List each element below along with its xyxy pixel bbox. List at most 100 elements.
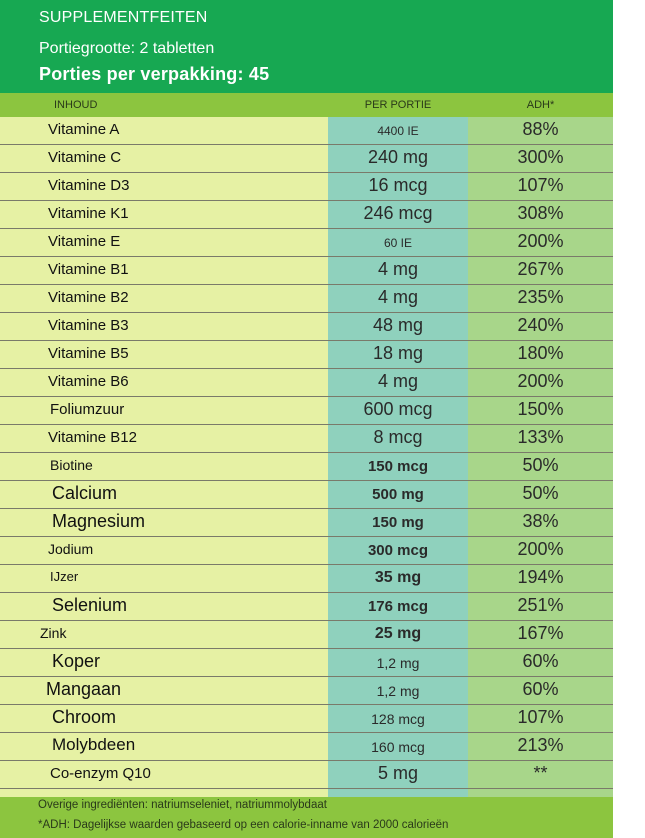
daily-value-percent: 200% (517, 539, 564, 559)
nutrient-name: Vitamine C (48, 149, 122, 166)
daily-value-percent: 38% (522, 511, 559, 531)
amount-per-serving: 176 mcg (367, 598, 429, 615)
label-footer: Overige ingrediënten: natriumseleniet, n… (0, 797, 613, 838)
supplement-facts-label: SUPPLEMENTFEITEN Portiegrootte: 2 tablet… (0, 0, 613, 838)
daily-value-percent: 267% (517, 259, 564, 279)
amount-per-serving: 246 mcg (363, 203, 433, 223)
table-row: Molybdeen 160 mcg 213% (0, 733, 613, 761)
row-divider (0, 368, 613, 369)
nutrient-name: Vitamine B12 (48, 429, 137, 446)
dv-column-band (468, 117, 613, 797)
daily-value-percent: 60% (522, 679, 559, 699)
amount-per-serving: 300 mcg (367, 542, 429, 559)
nutrient-name: Chroom (52, 707, 117, 727)
daily-value-percent: 235% (517, 287, 564, 307)
daily-value-percent: 107% (517, 707, 564, 727)
table-row: Vitamine B3 48 mg 240% (0, 313, 613, 341)
table-row: Biotine 150 mcg 50% (0, 453, 613, 481)
servings-per-container: Porties per verpakking: 45 (39, 64, 270, 84)
daily-value-percent: 133% (517, 427, 564, 447)
nutrient-name: Vitamine B2 (48, 289, 129, 306)
row-divider (0, 424, 613, 425)
label-header: SUPPLEMENTFEITEN Portiegrootte: 2 tablet… (0, 0, 613, 93)
daily-value-percent: 150% (517, 399, 564, 419)
nutrient-name: Jodium (48, 541, 94, 557)
table-row: Co-enzym Q10 5 mg ** (0, 761, 613, 789)
nutrient-name: Vitamine K1 (48, 205, 129, 222)
row-divider (0, 172, 613, 173)
amount-per-serving: 128 mcg (371, 711, 425, 727)
table-row: Zink 25 mg 167% (0, 621, 613, 649)
daily-value-percent: 213% (517, 735, 564, 755)
label-title: SUPPLEMENTFEITEN (39, 9, 208, 26)
table-row: Koper 1,2 mg 60% (0, 649, 613, 677)
amount-per-serving: 48 mg (372, 315, 424, 335)
dv-footnote: *ADH: Dagelijkse waarden gebaseerd op ee… (38, 819, 449, 831)
row-divider (0, 508, 613, 509)
row-divider (0, 732, 613, 733)
amount-per-serving: 18 mg (372, 343, 424, 363)
row-divider (0, 704, 613, 705)
row-divider (0, 620, 613, 621)
nutrient-table: Vitamine A 4400 IE 88% Vitamine C 240 mg 300%… (0, 117, 613, 789)
nutrient-name: Foliumzuur (50, 401, 125, 418)
amount-per-serving: 16 mcg (368, 175, 428, 195)
amount-per-serving: 8 mcg (373, 427, 423, 447)
row-divider (0, 284, 613, 285)
daily-value-percent: 88% (522, 119, 559, 139)
table-row: Vitamine B1 4 mg 267% (0, 257, 613, 285)
column-header-per-serving: PER PORTIE (364, 99, 432, 111)
row-divider (0, 256, 613, 257)
table-row: Vitamine E 60 IE 200% (0, 229, 613, 257)
amount-per-serving: 4 mg (377, 287, 419, 307)
amount-per-serving: 60 IE (383, 236, 413, 250)
daily-value-percent: 167% (517, 623, 564, 643)
amount-per-serving: 4 mg (377, 259, 419, 279)
table-row: Vitamine B12 8 mcg 133% (0, 425, 613, 453)
row-divider (0, 676, 613, 677)
nutrient-name: Mangaan (46, 679, 122, 699)
table-row: Foliumzuur 600 mcg 150% (0, 397, 613, 425)
daily-value-percent: ** (533, 763, 548, 783)
table-row: Vitamine C 240 mg 300% (0, 145, 613, 173)
daily-value-percent: 200% (517, 371, 564, 391)
nutrient-name: Selenium (52, 595, 128, 615)
row-divider (0, 592, 613, 593)
row-divider (0, 536, 613, 537)
other-ingredients: Overige ingrediënten: natriumseleniet, n… (38, 799, 327, 811)
row-divider (0, 564, 613, 565)
nutrient-name: Vitamine B1 (48, 261, 129, 278)
nutrient-name: Vitamine A (48, 121, 120, 138)
column-header-content: INHOUD (54, 99, 98, 111)
daily-value-percent: 194% (517, 567, 564, 587)
table-row: Vitamine B2 4 mg 235% (0, 285, 613, 313)
row-divider (0, 452, 613, 453)
table-row: Magnesium 150 mg 38% (0, 509, 613, 537)
amount-per-serving: 240 mg (367, 147, 429, 167)
table-row: Vitamine A 4400 IE 88% (0, 117, 613, 145)
table-row: Vitamine B6 4 mg 200% (0, 369, 613, 397)
row-divider (0, 760, 613, 761)
row-divider (0, 144, 613, 145)
daily-value-percent: 50% (522, 483, 559, 503)
per-serving-column-band (328, 117, 468, 797)
nutrient-name: Biotine (50, 457, 93, 473)
nutrient-name: Calcium (52, 483, 118, 503)
nutrient-name: IJzer (50, 569, 79, 584)
nutrient-name: Vitamine B3 (48, 317, 129, 334)
nutrient-name: Vitamine D3 (48, 177, 130, 194)
row-divider (0, 396, 613, 397)
table-row: Calcium 500 mg 50% (0, 481, 613, 509)
table-row: Mangaan 1,2 mg 60% (0, 677, 613, 705)
row-divider (0, 648, 613, 649)
nutrient-name: Zink (40, 625, 67, 641)
daily-value-percent: 200% (517, 231, 564, 251)
amount-per-serving: 150 mg (372, 514, 424, 531)
nutrient-name: Molybdeen (52, 735, 136, 754)
row-divider (0, 312, 613, 313)
daily-value-percent: 50% (522, 455, 559, 475)
nutrient-name: Koper (52, 651, 101, 671)
row-divider (0, 340, 613, 341)
table-row: IJzer 35 mg 194% (0, 565, 613, 593)
amount-per-serving: 4 mg (377, 371, 419, 391)
